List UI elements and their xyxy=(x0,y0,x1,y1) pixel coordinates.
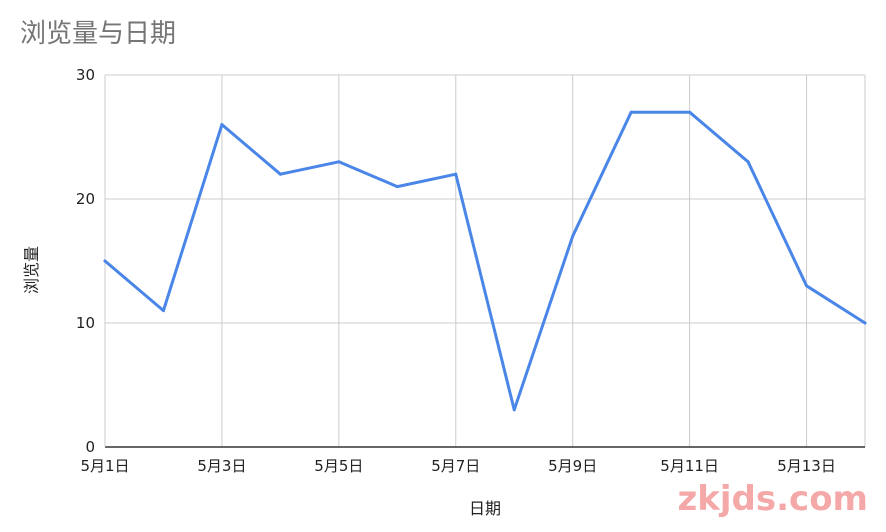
data-point xyxy=(805,284,809,288)
data-point xyxy=(395,185,399,189)
x-tick-label: 5月9日 xyxy=(548,457,597,475)
series-line xyxy=(103,110,867,412)
data-point xyxy=(629,110,633,114)
data-point xyxy=(863,321,867,325)
data-point xyxy=(512,408,516,412)
x-tick-label: 5月11日 xyxy=(660,457,719,475)
watermark-text: zkjds.com xyxy=(678,479,869,519)
y-tick-label: 30 xyxy=(76,66,95,84)
y-tick-label: 10 xyxy=(76,314,95,332)
y-tick-label: 0 xyxy=(85,438,95,456)
data-point xyxy=(220,123,224,127)
y-axis-label: 浏览量 xyxy=(22,246,41,294)
data-point xyxy=(454,172,458,176)
x-tick-label: 5月3日 xyxy=(197,457,246,475)
x-axis-label: 日期 xyxy=(469,499,501,518)
data-point xyxy=(337,160,341,164)
tick-labels: 0 10 20 30 5月1日 5月3日 5月5日 5月7日 5月9日 5月11日 5月13日 xyxy=(76,66,836,475)
chart-title: 浏览量与日期 xyxy=(20,19,176,49)
data-point xyxy=(278,172,282,176)
data-point xyxy=(571,234,575,238)
x-tick-label: 5月13日 xyxy=(777,457,836,475)
grid-lines xyxy=(105,74,866,447)
data-point xyxy=(161,309,165,313)
x-tick-label: 5月7日 xyxy=(431,457,480,475)
x-tick-label: 5月5日 xyxy=(314,457,363,475)
series-layer xyxy=(103,110,867,412)
data-point xyxy=(688,110,692,114)
y-tick-label: 20 xyxy=(76,190,95,208)
data-point xyxy=(103,259,107,263)
data-point xyxy=(746,160,750,164)
x-tick-label: 5月1日 xyxy=(80,457,129,475)
